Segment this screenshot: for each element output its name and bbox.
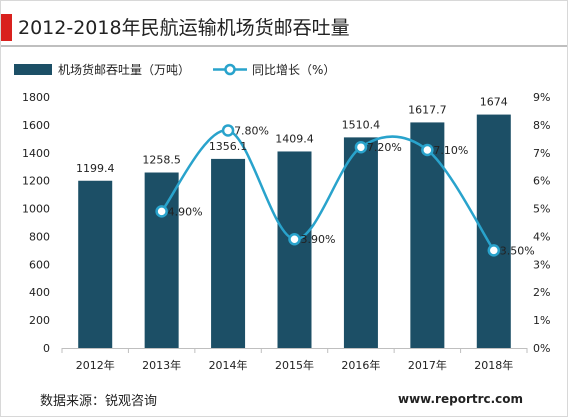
bar bbox=[343, 137, 378, 348]
y-right-tick-label: 4% bbox=[533, 230, 550, 243]
y-left-tick-label: 400 bbox=[29, 286, 50, 299]
title-divider bbox=[1, 45, 567, 47]
bar-value-label: 1409.4 bbox=[275, 132, 314, 145]
growth-marker bbox=[155, 205, 168, 218]
y-right-tick-label: 5% bbox=[533, 203, 550, 216]
bar-value-label: 1510.4 bbox=[342, 118, 381, 131]
chart-title: 2012-2018年民航运输机场货邮吞吐量 bbox=[18, 17, 350, 39]
y-left-tick-label: 1000 bbox=[22, 203, 50, 216]
y-right-tick-label: 9% bbox=[533, 91, 550, 104]
y-left-tick-label: 800 bbox=[29, 230, 50, 243]
y-left-tick-label: 0 bbox=[43, 342, 50, 355]
x-tick-label: 2018年 bbox=[474, 358, 513, 372]
legend-line-marker bbox=[224, 63, 236, 76]
growth-marker bbox=[221, 124, 235, 137]
bar-value-label: 1199.4 bbox=[76, 162, 115, 175]
bar bbox=[144, 172, 179, 348]
x-tick-label: 2014年 bbox=[209, 358, 248, 372]
y-right-tick-label: 1% bbox=[533, 314, 550, 327]
y-right-tick-label: 3% bbox=[533, 258, 550, 271]
growth-marker bbox=[288, 232, 301, 246]
bar-value-label: 1617.7 bbox=[408, 103, 447, 116]
y-left-tick-label: 1600 bbox=[22, 119, 50, 132]
growth-marker bbox=[487, 244, 501, 257]
y-left-tick-label: 600 bbox=[29, 258, 50, 271]
bar-value-label: 1356.1 bbox=[209, 140, 248, 153]
growth-value-label: 4.90% bbox=[168, 205, 203, 218]
y-left-tick-label: 200 bbox=[29, 314, 50, 327]
x-tick-label: 2017年 bbox=[408, 358, 447, 372]
y-left-tick-label: 1800 bbox=[22, 91, 50, 104]
x-tick-label: 2013年 bbox=[142, 358, 181, 372]
y-right-tick-label: 6% bbox=[533, 175, 550, 188]
growth-marker bbox=[421, 143, 434, 157]
growth-marker bbox=[354, 140, 368, 154]
bar-value-label: 1258.5 bbox=[142, 154, 181, 167]
y-left-tick-label: 1400 bbox=[22, 147, 50, 160]
website-label: www.reportrc.com bbox=[398, 392, 524, 406]
bar bbox=[211, 158, 246, 348]
y-right-tick-label: 2% bbox=[533, 286, 550, 299]
y-right-tick-label: 8% bbox=[533, 119, 550, 132]
y-left-tick-label: 1200 bbox=[22, 175, 50, 188]
legend-bar-label: 机场货邮吞吐量（万吨） bbox=[58, 62, 190, 77]
growth-value-label: 7.80% bbox=[234, 124, 269, 137]
title-accent-bar bbox=[1, 14, 12, 41]
y-right-tick-label: 7% bbox=[533, 147, 550, 160]
x-tick-label: 2015年 bbox=[275, 358, 314, 372]
x-tick-label: 2012年 bbox=[76, 358, 115, 372]
growth-value-label: 7.10% bbox=[433, 144, 468, 157]
legend-line-label: 同比增长（%） bbox=[252, 63, 335, 77]
x-tick-label: 2016年 bbox=[341, 358, 380, 372]
bar bbox=[277, 151, 312, 348]
legend-bar-swatch bbox=[14, 64, 52, 75]
y-right-tick-label: 0% bbox=[533, 342, 550, 355]
growth-value-label: 3.50% bbox=[500, 244, 535, 257]
growth-value-label: 3.90% bbox=[301, 233, 336, 246]
bar bbox=[78, 180, 113, 348]
bar-value-label: 1674 bbox=[480, 96, 508, 109]
growth-value-label: 7.20% bbox=[367, 141, 402, 154]
data-source-note: 数据来源：锐观咨询 bbox=[40, 394, 158, 409]
